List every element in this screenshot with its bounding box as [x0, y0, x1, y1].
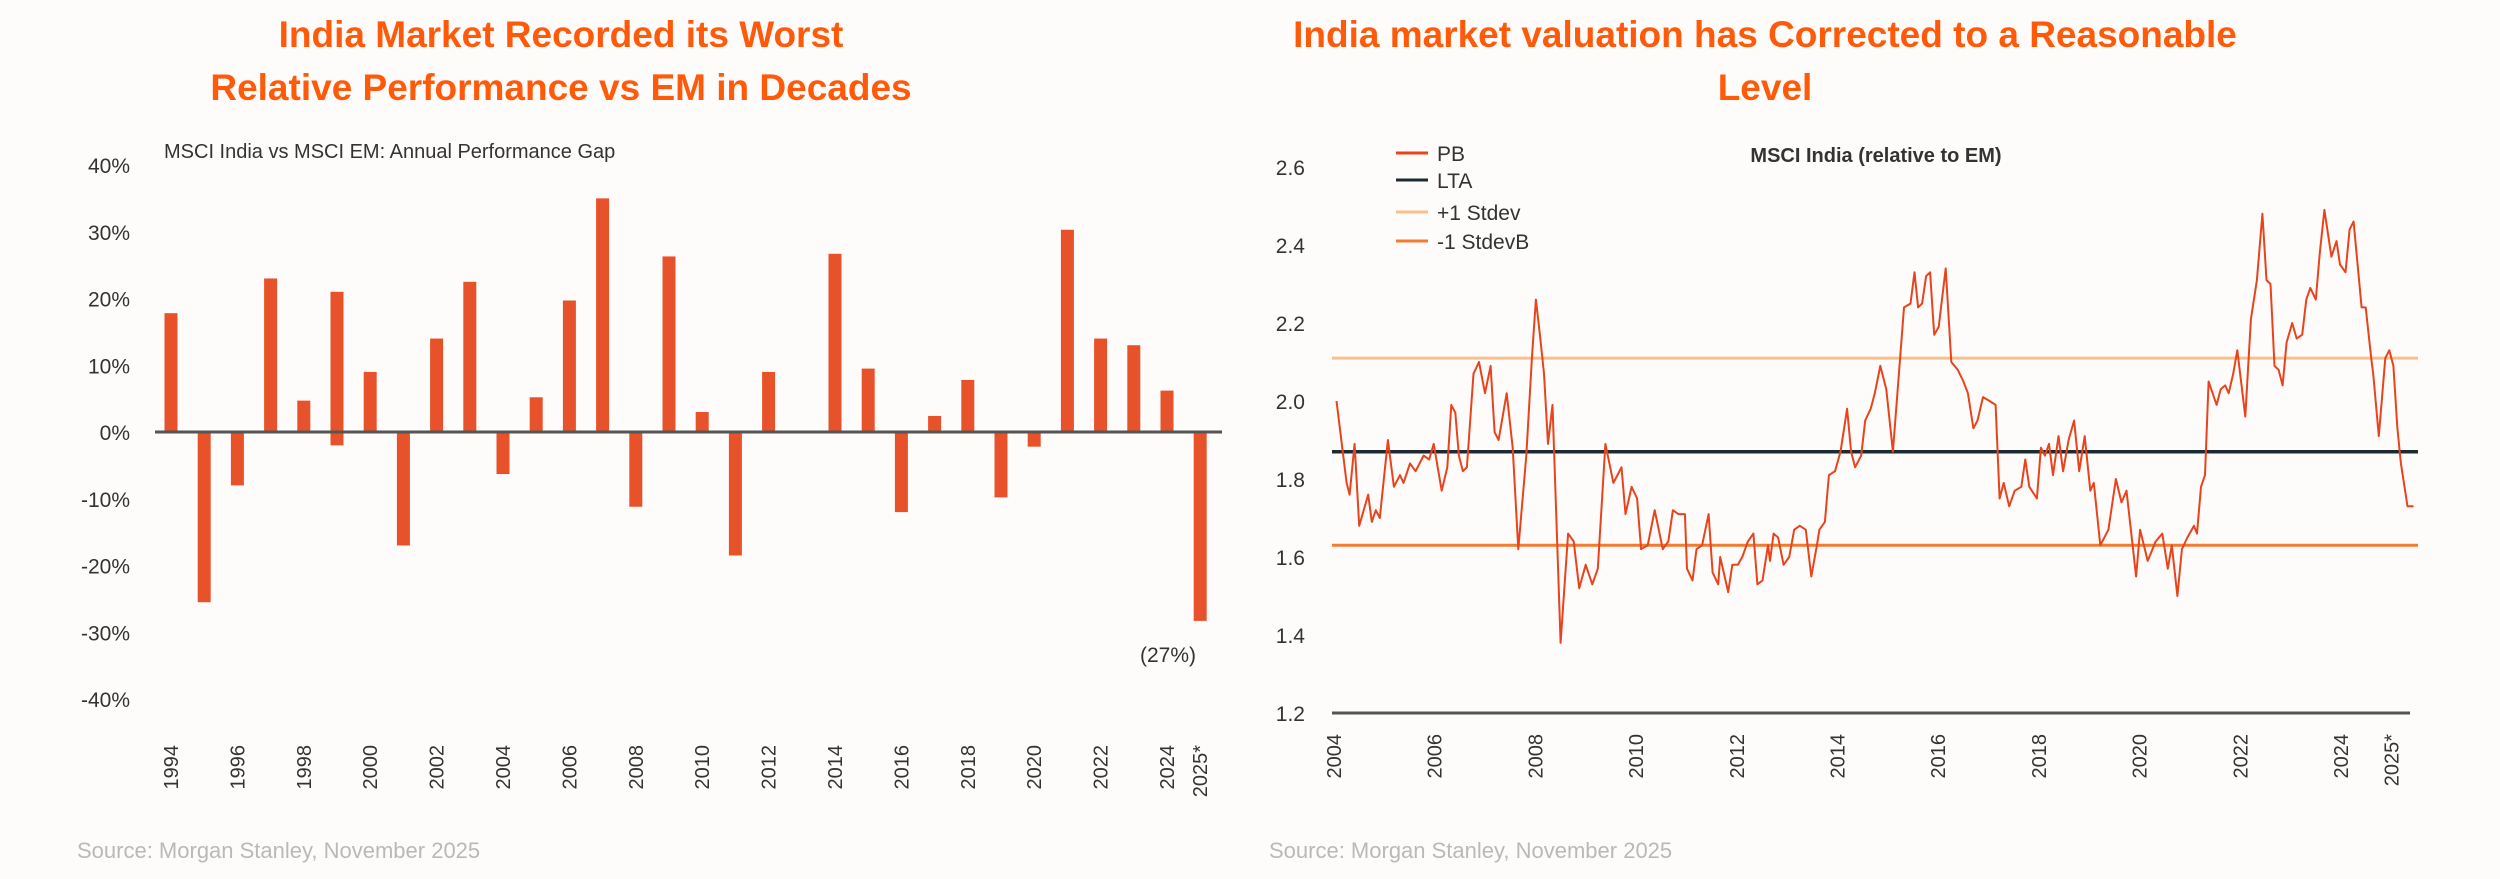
bar-1995: [197, 432, 211, 603]
x-tick-label: 2002: [427, 745, 449, 790]
bar-1999: [330, 291, 344, 446]
y-tick-label: 1.6: [1276, 547, 1305, 570]
bar-chart: 40% 30% 20% 10% 0% -10% -20% -30% -40% 1994 1996 19…: [81, 155, 1222, 797]
left-source: Source: Morgan Stanley, November 2025: [77, 838, 481, 863]
bar-2001: [396, 432, 410, 546]
x-tick-label: 2025*: [1190, 745, 1212, 797]
bar-2003: [463, 281, 477, 432]
y-tick-label: 10%: [88, 355, 130, 378]
bar-2014: [828, 253, 842, 432]
y-tick-label: 2.6: [1276, 157, 1305, 180]
x-tick-label: 2024: [2331, 734, 2353, 779]
x-tick-label: 2025*: [2381, 734, 2403, 786]
y-tick-label: 40%: [88, 155, 130, 178]
y-tick-label: 20%: [88, 289, 130, 312]
x-tick-label: 2020: [1024, 745, 1046, 790]
x-tick-label: 2016: [1928, 734, 1950, 779]
x-tick-label: 2014: [1827, 734, 1849, 779]
bar-2004: [496, 432, 510, 475]
x-tick-label: 2010: [1626, 734, 1648, 779]
x-tick-label: 2008: [1525, 734, 1547, 779]
bar-chart-subtitle: MSCI India vs MSCI EM: Annual Performanc…: [164, 141, 615, 163]
left-chart-title: India Market Recorded its Worst Relative…: [161, 8, 961, 114]
y-tick-label: 0%: [100, 422, 130, 445]
legend-label: LTA: [1437, 170, 1472, 193]
x-tick-label: 2010: [692, 745, 714, 790]
bar-2021: [1060, 229, 1074, 432]
legend-label: PB: [1437, 143, 1465, 166]
bar-2009: [662, 256, 676, 432]
bar-annotation: (27%): [1140, 644, 1196, 667]
x-tick-label: 2016: [891, 745, 913, 790]
bar-2010: [695, 411, 709, 432]
right-source: Source: Morgan Stanley, November 2025: [1269, 838, 1673, 863]
bar-1998: [297, 400, 311, 432]
x-tick-label: 2022: [1091, 745, 1113, 790]
bar-1997: [264, 278, 278, 432]
x-tick-label: 2018: [2029, 734, 2051, 779]
bar-2017: [928, 415, 942, 432]
x-tick-label: 2000: [360, 745, 382, 790]
y-tick-label: 2.0: [1276, 391, 1305, 414]
bar-2023: [1127, 345, 1141, 432]
bar-2022: [1094, 338, 1108, 432]
bar-2008: [629, 432, 643, 507]
x-tick-label: 2012: [1727, 734, 1749, 779]
x-tick-label: 2024: [1157, 745, 1179, 790]
x-tick-label: 2006: [559, 745, 581, 790]
y-tick-label: 1.2: [1276, 703, 1305, 726]
x-tick-label: 1998: [294, 745, 316, 790]
y-tick-label: -20%: [81, 556, 130, 579]
x-tick-label: 2012: [759, 745, 781, 790]
y-tick-label: -10%: [81, 489, 130, 512]
y-tick-label: 2.2: [1276, 313, 1305, 336]
bar-2005: [529, 397, 543, 432]
bar-2015: [861, 368, 875, 432]
bar-2000: [363, 371, 377, 432]
x-tick-label: 2018: [958, 745, 980, 790]
right-chart-subtitle: MSCI India (relative to EM): [1750, 145, 2001, 167]
x-tick-label: 2008: [626, 745, 648, 790]
bar-2016: [894, 432, 908, 513]
y-tick-label: 30%: [88, 222, 130, 245]
x-tick-label: 2022: [2230, 734, 2252, 779]
legend-label: -1 StdevB: [1437, 231, 1529, 254]
bar-1996: [230, 432, 244, 486]
bar-2007: [596, 198, 610, 432]
x-tick-label: 1996: [227, 745, 249, 790]
line-chart: 2.6 2.4 2.2 2.0 1.8 1.6 1.4 1.2 2004 2006 2008 2010…: [1276, 143, 2418, 786]
left-title-line1: India Market Recorded its Worst: [278, 14, 844, 55]
bar-2012: [762, 371, 776, 432]
y-tick-label: 2.4: [1276, 235, 1306, 258]
bar-2006: [562, 300, 576, 432]
y-tick-label: -40%: [81, 689, 130, 712]
bar-2002: [430, 338, 444, 432]
x-tick-label: 1994: [161, 745, 183, 790]
bar-2018: [961, 379, 975, 432]
bar-2020: [1027, 432, 1041, 447]
x-tick-label: 2004: [493, 745, 515, 790]
pb-series-line: [1335, 208, 2414, 644]
y-tick-label: 1.8: [1276, 469, 1305, 492]
y-tick-label: -30%: [81, 622, 130, 645]
bar-2024: [1160, 390, 1174, 432]
bar-1994: [164, 313, 178, 432]
left-title-line2: Relative Performance vs EM in Decades: [210, 67, 912, 108]
x-tick-label: 2014: [825, 745, 847, 790]
right-chart-title: India market valuation has Corrected to …: [1293, 14, 2237, 108]
bar-2019: [994, 432, 1008, 498]
x-tick-label: 2020: [2130, 734, 2152, 779]
legend-label: +1 Stdev: [1437, 202, 1521, 225]
x-tick-label: 2006: [1425, 734, 1447, 779]
x-tick-label: 2004: [1324, 734, 1346, 779]
y-tick-label: 1.4: [1276, 625, 1306, 648]
bar-2011: [728, 432, 742, 556]
bar-2025*: [1193, 432, 1207, 621]
